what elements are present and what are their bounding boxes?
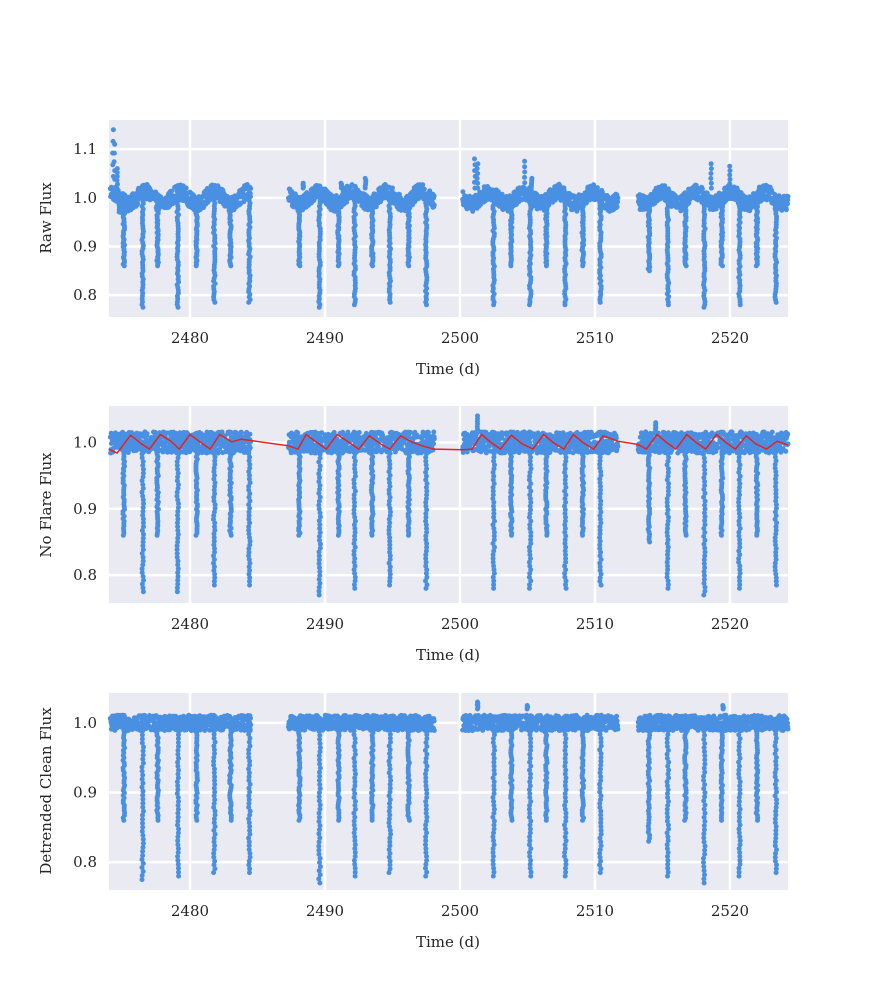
y-tick-label: 0.9: [73, 237, 97, 255]
trend-line: [108, 433, 789, 455]
tick-labels: 2480 2490 2500 2510 2520 0.8 0.9 1.0 1.1: [73, 140, 749, 347]
x-tick-label: 2520: [711, 329, 749, 347]
data-series: [107, 699, 791, 886]
x-axis-label: Time (d): [416, 933, 480, 951]
x-tick-label: 2480: [171, 902, 209, 920]
x-tick-label: 2510: [576, 615, 614, 633]
y-axis-label: Raw Flux: [37, 182, 55, 254]
y-axis-label: Detrended Clean Flux: [37, 707, 55, 875]
y-tick-label: 0.8: [73, 566, 97, 584]
x-axis-label: Time (d): [416, 360, 480, 378]
tick-labels: 2480 2490 2500 2510 2520 0.8 0.9 1.0: [73, 714, 749, 920]
x-tick-label: 2480: [171, 615, 209, 633]
tick-labels: 2480 2490 2500 2510 2520 0.8 0.9 1.0: [73, 433, 749, 633]
x-tick-label: 2520: [711, 615, 749, 633]
x-tick-label: 2510: [576, 902, 614, 920]
x-tick-label: 2480: [171, 329, 209, 347]
y-tick-label: 1.0: [73, 433, 97, 451]
y-tick-label: 0.8: [73, 286, 97, 304]
y-tick-label: 0.8: [73, 853, 97, 871]
x-tick-label: 2500: [441, 329, 479, 347]
y-tick-label: 0.9: [73, 500, 97, 518]
flux-data-points: [107, 127, 791, 310]
data-series: [107, 413, 791, 598]
y-tick-label: 0.9: [73, 784, 97, 802]
plot-background: [109, 120, 788, 317]
x-tick-label: 2520: [711, 902, 749, 920]
y-axis-label: No Flare Flux: [37, 452, 55, 558]
x-tick-label: 2490: [306, 902, 344, 920]
x-tick-label: 2500: [441, 615, 479, 633]
data-series: [107, 127, 791, 310]
y-tick-label: 1.0: [73, 714, 97, 732]
panel-raw-flux: 2480 2490 2500 2510 2520 0.8 0.9 1.0 1.1 Time (d…: [37, 120, 791, 378]
x-tick-label: 2490: [306, 615, 344, 633]
flux-data-points: [107, 413, 791, 598]
x-axis-label: Time (d): [416, 646, 480, 664]
panel-detrended-clean-flux: 2480 2490 2500 2510 2520 0.8 0.9 1.0 Time (d) D…: [37, 693, 791, 951]
x-tick-label: 2490: [306, 329, 344, 347]
y-tick-label: 1.1: [73, 140, 97, 158]
x-tick-label: 2510: [576, 329, 614, 347]
y-tick-label: 1.0: [73, 189, 97, 207]
x-tick-label: 2500: [441, 902, 479, 920]
flux-data-points: [107, 699, 791, 886]
panel-no-flare-flux: 2480 2490 2500 2510 2520 0.8 0.9 1.0 Time (d) N…: [37, 406, 791, 664]
